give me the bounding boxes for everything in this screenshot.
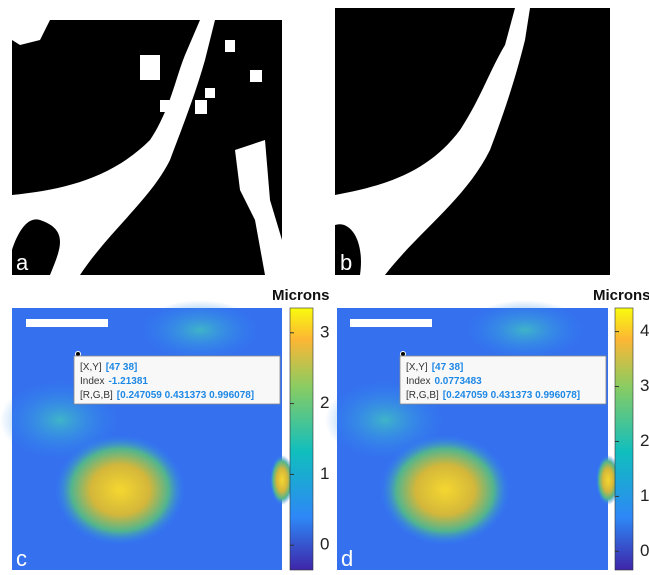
panel-c: c bbox=[0, 300, 294, 571]
colorbar-title: Microns bbox=[272, 287, 330, 304]
panel-label: c bbox=[16, 546, 27, 571]
colorbar-tick-label: 3 bbox=[320, 322, 329, 341]
datatip-row: Index 0.0773483 bbox=[406, 376, 482, 387]
datatip-key: [X,Y] bbox=[80, 362, 102, 373]
panel-label: b bbox=[340, 250, 352, 275]
datatip-key: [X,Y] bbox=[406, 362, 428, 373]
datatip-row: [R,G,B] [0.247059 0.431373 0.996078] bbox=[80, 390, 254, 401]
panel-b: b bbox=[335, 8, 610, 275]
datatip-key: [R,G,B] bbox=[80, 390, 113, 401]
datatip-row: [R,G,B] [0.247059 0.431373 0.996078] bbox=[406, 390, 580, 401]
colorbar-tick-label: 4 bbox=[640, 321, 649, 340]
datatip-box bbox=[399, 355, 607, 405]
datatip-value: [47 38] bbox=[106, 362, 138, 373]
colorbar-tick-label: 2 bbox=[320, 393, 329, 412]
colorbar-tick-label: 0 bbox=[640, 541, 649, 560]
datatip-value: -1.21381 bbox=[108, 376, 148, 387]
datatip-value: [47 38] bbox=[432, 362, 464, 373]
colorbar-title: Microns bbox=[593, 287, 649, 304]
colorbar-tick-label: 3 bbox=[640, 376, 649, 395]
datatip-row: [X,Y] [47 38] bbox=[80, 362, 137, 373]
colorbar bbox=[289, 307, 314, 571]
datatip-value: 0.0773483 bbox=[434, 376, 482, 387]
colorbar-tick-label: 2 bbox=[640, 431, 649, 450]
datatip-value: [0.247059 0.431373 0.996078] bbox=[443, 390, 580, 401]
datatip-key: Index bbox=[406, 376, 430, 387]
colorbar-tick-label: 0 bbox=[320, 535, 329, 554]
datatip-row: [X,Y] [47 38] bbox=[406, 362, 463, 373]
datatip-key: Index bbox=[80, 376, 104, 387]
datatip-value: [0.247059 0.431373 0.996078] bbox=[117, 390, 254, 401]
colorbar-tick-label: 1 bbox=[640, 486, 649, 505]
colorbar-tick-label: 1 bbox=[320, 464, 329, 483]
panel-label: a bbox=[16, 250, 29, 275]
colorbar bbox=[614, 307, 634, 571]
panel-d: d bbox=[325, 300, 620, 571]
datatip-key: [R,G,B] bbox=[406, 390, 439, 401]
panel-label: d bbox=[341, 546, 353, 571]
panel-a: a bbox=[12, 20, 282, 275]
datatip-box bbox=[73, 355, 281, 405]
datatip-row: Index -1.21381 bbox=[80, 376, 148, 387]
